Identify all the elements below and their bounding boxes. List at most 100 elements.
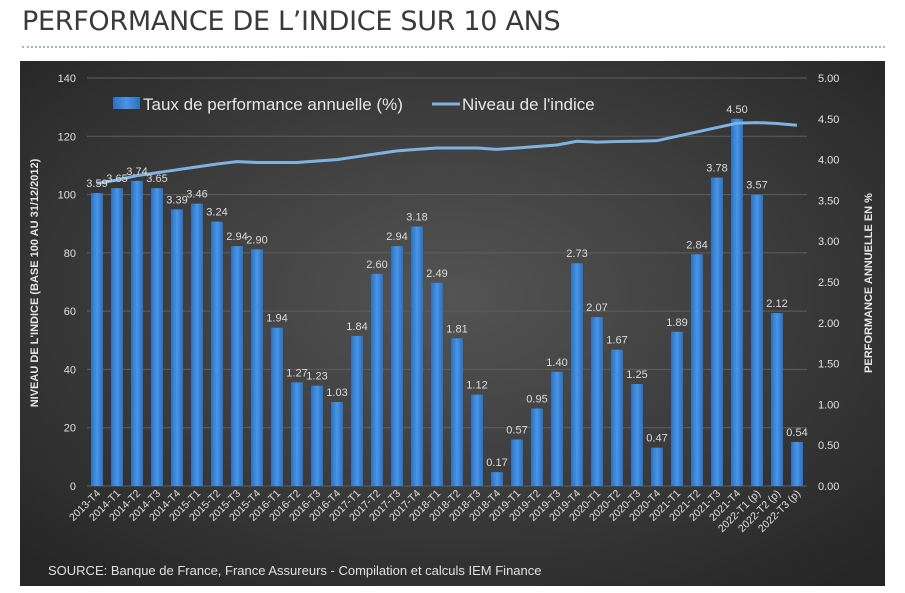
bar-data-label: 0.95 [526, 393, 547, 405]
bar [311, 385, 323, 486]
bar [651, 447, 663, 486]
right-axis-title: PERFORMANCE ANNUELLE EN % [863, 193, 875, 373]
left-tick-label: 120 [58, 131, 76, 143]
right-tick-label: 2.50 [818, 277, 839, 289]
bar-data-label: 1.94 [266, 313, 287, 325]
bar [671, 331, 683, 486]
index-line [96, 121, 798, 185]
bar-data-label: 1.25 [626, 369, 647, 381]
right-tick-label: 3.00 [818, 236, 839, 248]
bar [171, 209, 183, 486]
right-tick-label: 3.50 [818, 195, 839, 207]
bar [731, 118, 743, 487]
bar-data-label: 3.18 [406, 212, 427, 224]
page-title: PERFORMANCE DE L’INDICE SUR 10 ANS [22, 6, 561, 37]
bar-data-label: 2.94 [226, 231, 247, 243]
right-tick-label: 4.50 [818, 114, 839, 126]
left-tick-label: 20 [64, 423, 76, 435]
bar [211, 221, 223, 486]
bar [751, 194, 763, 487]
title-divider [22, 46, 885, 48]
bar-data-label: 2.12 [766, 298, 787, 310]
bar-data-label: 1.67 [606, 335, 627, 347]
left-tick-label: 100 [58, 190, 76, 202]
bar [91, 193, 103, 486]
left-tick-label: 80 [64, 248, 76, 260]
right-tick-label: 0.50 [818, 440, 839, 452]
bar [111, 188, 123, 486]
right-tick-label: 2.00 [818, 318, 839, 330]
right-tick-label: 1.50 [818, 359, 839, 371]
bar-data-label: 3.57 [746, 180, 767, 192]
bar [531, 408, 543, 486]
bar-data-label: 0.54 [786, 427, 807, 439]
right-tick-label: 1.00 [818, 399, 839, 411]
bar [571, 263, 583, 486]
bar-data-label: 3.24 [206, 207, 227, 219]
bar [271, 327, 283, 486]
bar [371, 273, 383, 486]
bar [351, 335, 363, 486]
bar-data-label: 3.65 [106, 173, 127, 185]
bar-data-label: 1.84 [346, 321, 367, 333]
bar [691, 254, 703, 486]
bar-data-label: 2.94 [386, 231, 407, 243]
bar [191, 203, 203, 486]
bar-data-label: 0.17 [486, 457, 507, 469]
bar-data-label: 2.73 [566, 248, 587, 260]
bar [411, 226, 423, 486]
bar-data-label: 1.03 [326, 387, 347, 399]
left-axis-title: NIVEAU DE L'INDICE (BASE 100 AU 31/12/20… [29, 158, 41, 407]
bar [631, 384, 643, 486]
bar-data-label: 3.59 [86, 178, 107, 190]
bar-data-label: 2.90 [246, 234, 267, 246]
bar [491, 472, 503, 486]
bar-data-label: 1.89 [666, 317, 687, 329]
bar-data-label: 3.39 [166, 194, 187, 206]
bar [711, 177, 723, 486]
bar [551, 371, 563, 486]
legend: Taux de performance annuelle (%) Niveau … [113, 95, 595, 114]
bar [291, 382, 303, 486]
source-note: SOURCE: Banque de France, France Assureu… [48, 563, 542, 578]
left-tick-label: 40 [64, 364, 76, 376]
right-tick-label: 0.00 [818, 481, 839, 493]
bar [611, 349, 623, 486]
bar-data-label: 1.81 [446, 323, 467, 335]
bar [471, 394, 483, 486]
bar [391, 246, 403, 486]
bar-data-label: 1.27 [286, 367, 307, 379]
legend-line-label: Niveau de l'indice [462, 95, 595, 114]
bar-data-label: 2.49 [426, 268, 447, 280]
bar-data-label: 4.50 [726, 104, 747, 116]
bar-data-label: 3.65 [146, 173, 167, 185]
bar [431, 282, 443, 486]
right-tick-label: 4.00 [818, 155, 839, 167]
left-tick-label: 140 [58, 73, 76, 85]
bar-data-label: 2.84 [686, 239, 707, 251]
legend-bar-swatch [113, 97, 140, 109]
right-tick-label: 5.00 [818, 73, 839, 85]
bar-data-label: 0.47 [646, 433, 667, 445]
bar [151, 188, 163, 486]
bar-data-label: 2.07 [586, 302, 607, 314]
bar [791, 441, 803, 486]
bar-data-label: 0.57 [506, 424, 527, 436]
bar [771, 313, 783, 486]
bar-data-label: 3.74 [126, 166, 147, 178]
bar-data-label: 3.46 [186, 189, 207, 201]
bar-data-label: 1.23 [306, 371, 327, 383]
bar-data-label: 1.12 [466, 380, 487, 392]
bar [451, 338, 463, 486]
bar [231, 246, 243, 486]
bar-data-label: 1.40 [546, 357, 567, 369]
legend-bar-label: Taux de performance annuelle (%) [143, 95, 403, 114]
bar [251, 249, 263, 486]
bar [511, 439, 523, 486]
bar [331, 401, 343, 486]
left-tick-label: 60 [64, 306, 76, 318]
bar [591, 317, 603, 486]
bar-data-label: 3.78 [706, 163, 727, 175]
bar-data-label: 2.60 [366, 259, 387, 271]
